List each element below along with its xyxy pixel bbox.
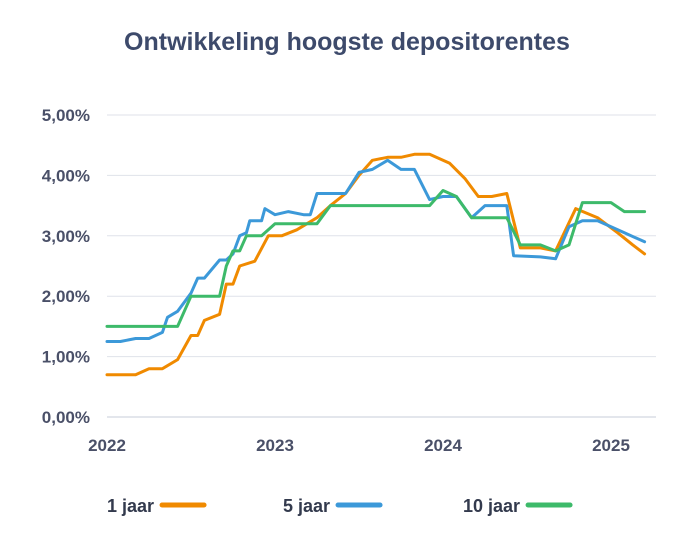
legend-item: 10 jaar xyxy=(463,496,573,516)
series-line-3 xyxy=(105,189,647,328)
series-line-2 xyxy=(105,158,647,343)
chart-title: Ontwikkeling hoogste depositorentes xyxy=(124,28,570,56)
x-tick-label: 2025 xyxy=(592,436,630,455)
y-tick-label: 3,00% xyxy=(42,227,90,246)
y-tick-label: 0,00% xyxy=(42,408,90,427)
x-tick-label: 2023 xyxy=(256,436,294,455)
y-tick-label: 4,00% xyxy=(42,166,90,185)
legend-label: 5 jaar xyxy=(283,496,330,516)
y-tick-label: 5,00% xyxy=(42,106,90,125)
y-tick-label: 1,00% xyxy=(42,348,90,367)
legend-item: 5 jaar xyxy=(283,496,383,516)
legend-label: 10 jaar xyxy=(463,496,520,516)
legend-item: 1 jaar xyxy=(107,496,207,516)
series-line-1 xyxy=(105,152,647,377)
legend-label: 1 jaar xyxy=(107,496,154,516)
x-tick-label: 2024 xyxy=(424,436,462,455)
y-tick-label: 2,00% xyxy=(42,287,90,306)
x-tick-label: 2022 xyxy=(88,436,126,455)
